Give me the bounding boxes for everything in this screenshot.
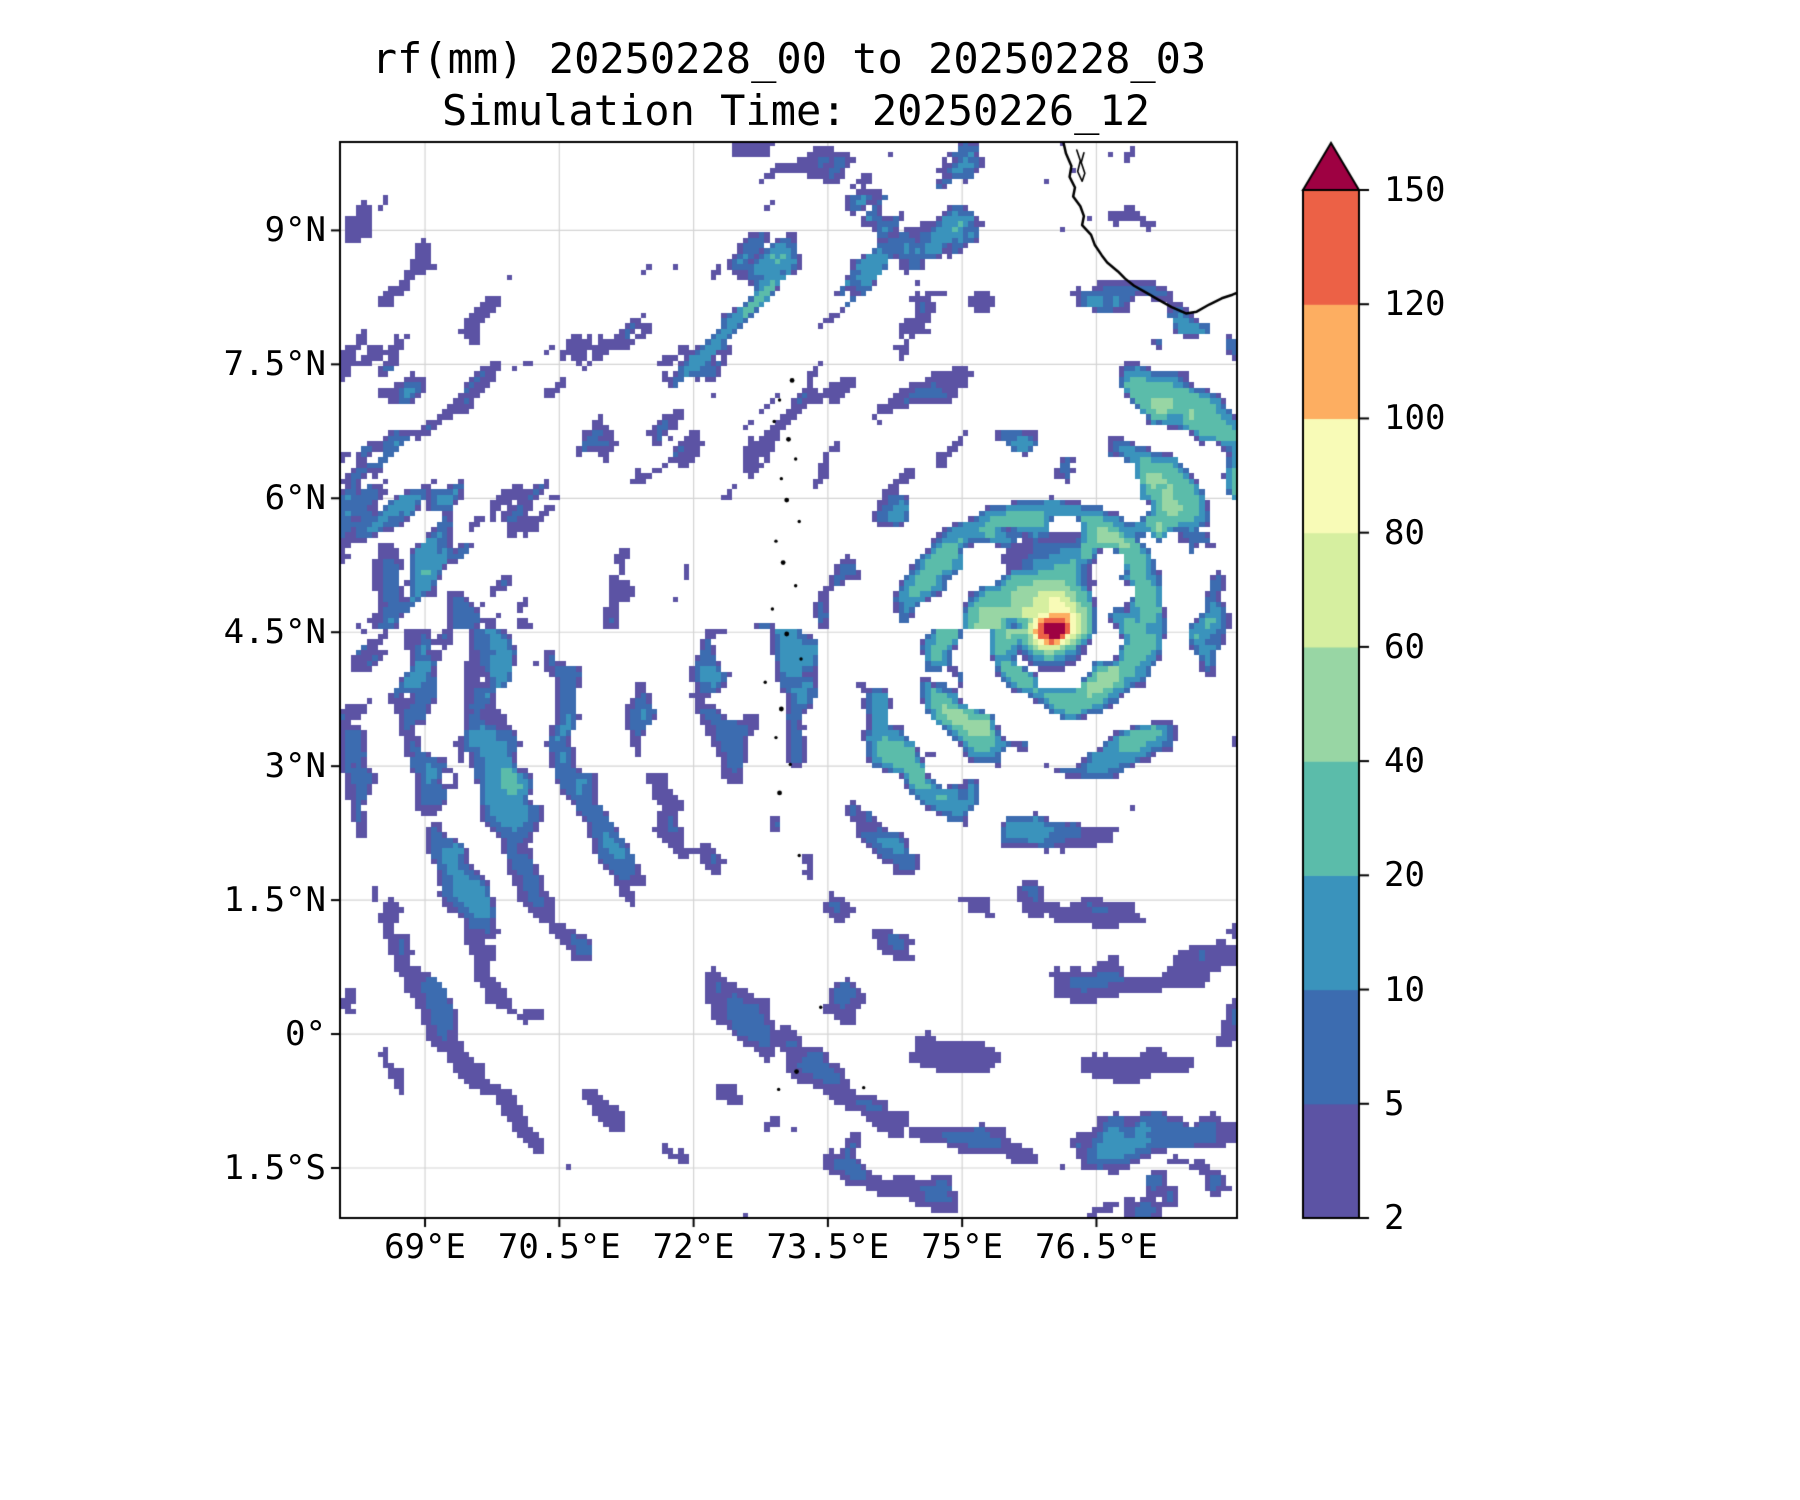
chart-subtitle: Simulation Time: 20250226_12 — [441, 86, 1151, 135]
colorbar-tick-label: 150 — [1384, 170, 1446, 210]
colorbar-tick-label: 120 — [1384, 284, 1446, 325]
colorbar-tick-label: 40 — [1384, 741, 1425, 782]
x-tick-label: 75°E — [921, 1227, 1004, 1267]
colorbar-tick-label: 10 — [1384, 969, 1425, 1010]
y-tick-label: 9°N — [264, 210, 326, 251]
y-tick-label: 7.5°N — [223, 344, 326, 385]
chart-title: rf(mm) 20250228_00 to 20250228_03 — [371, 34, 1207, 83]
y-tick-label: 1.5°S — [223, 1147, 326, 1188]
colorbar-tick-label: 100 — [1384, 398, 1446, 439]
y-tick-label: 3°N — [264, 746, 326, 787]
colorbar-tick-label: 2 — [1384, 1198, 1405, 1238]
colorbar-tick-label: 60 — [1384, 626, 1425, 667]
colorbar-tick-label: 20 — [1384, 855, 1425, 896]
colorbar-tick-label: 80 — [1384, 512, 1425, 553]
x-tick-label: 69°E — [384, 1227, 466, 1267]
y-tick-label: 6°N — [264, 478, 326, 519]
x-tick-label: 70.5°E — [497, 1227, 621, 1267]
y-tick-label: 4.5°N — [223, 612, 326, 653]
colorbar-tick-label: 5 — [1384, 1083, 1405, 1124]
x-tick-label: 76.5°E — [1035, 1227, 1158, 1267]
x-tick-label: 72°E — [652, 1227, 735, 1267]
y-tick-label: 0° — [285, 1014, 326, 1055]
y-tick-label: 1.5°N — [223, 880, 326, 921]
x-tick-label: 73.5°E — [766, 1227, 890, 1267]
